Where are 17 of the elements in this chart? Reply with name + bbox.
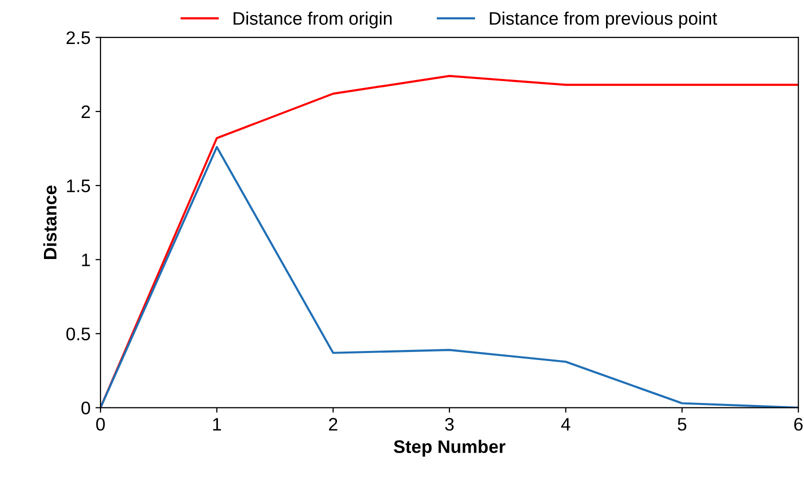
x-tick-label: 3 bbox=[445, 418, 454, 431]
x-tick-label: 2 bbox=[329, 418, 338, 430]
y-tick-label: 0 bbox=[81, 402, 90, 414]
x-tick-label: 5 bbox=[678, 418, 686, 431]
x-tick-label: 4 bbox=[561, 418, 570, 430]
x-tick-label: 6 bbox=[794, 418, 803, 431]
y-tick-label: 0.5 bbox=[66, 328, 90, 340]
legend-label: Distance from origin bbox=[234, 12, 392, 28]
y-tick-label: 2.5 bbox=[66, 31, 90, 44]
x-tick-label: 0 bbox=[96, 418, 105, 431]
y-tick-label: 2 bbox=[82, 105, 90, 118]
y-tick-label: 1 bbox=[82, 254, 90, 266]
y-axis-title: Distance bbox=[43, 186, 57, 259]
x-axis-title: Step Number bbox=[394, 440, 506, 457]
x-tick-label: 1 bbox=[213, 418, 221, 430]
y-tick-label: 1.5 bbox=[67, 180, 90, 192]
legend-label: Distance from previous point bbox=[490, 12, 718, 28]
